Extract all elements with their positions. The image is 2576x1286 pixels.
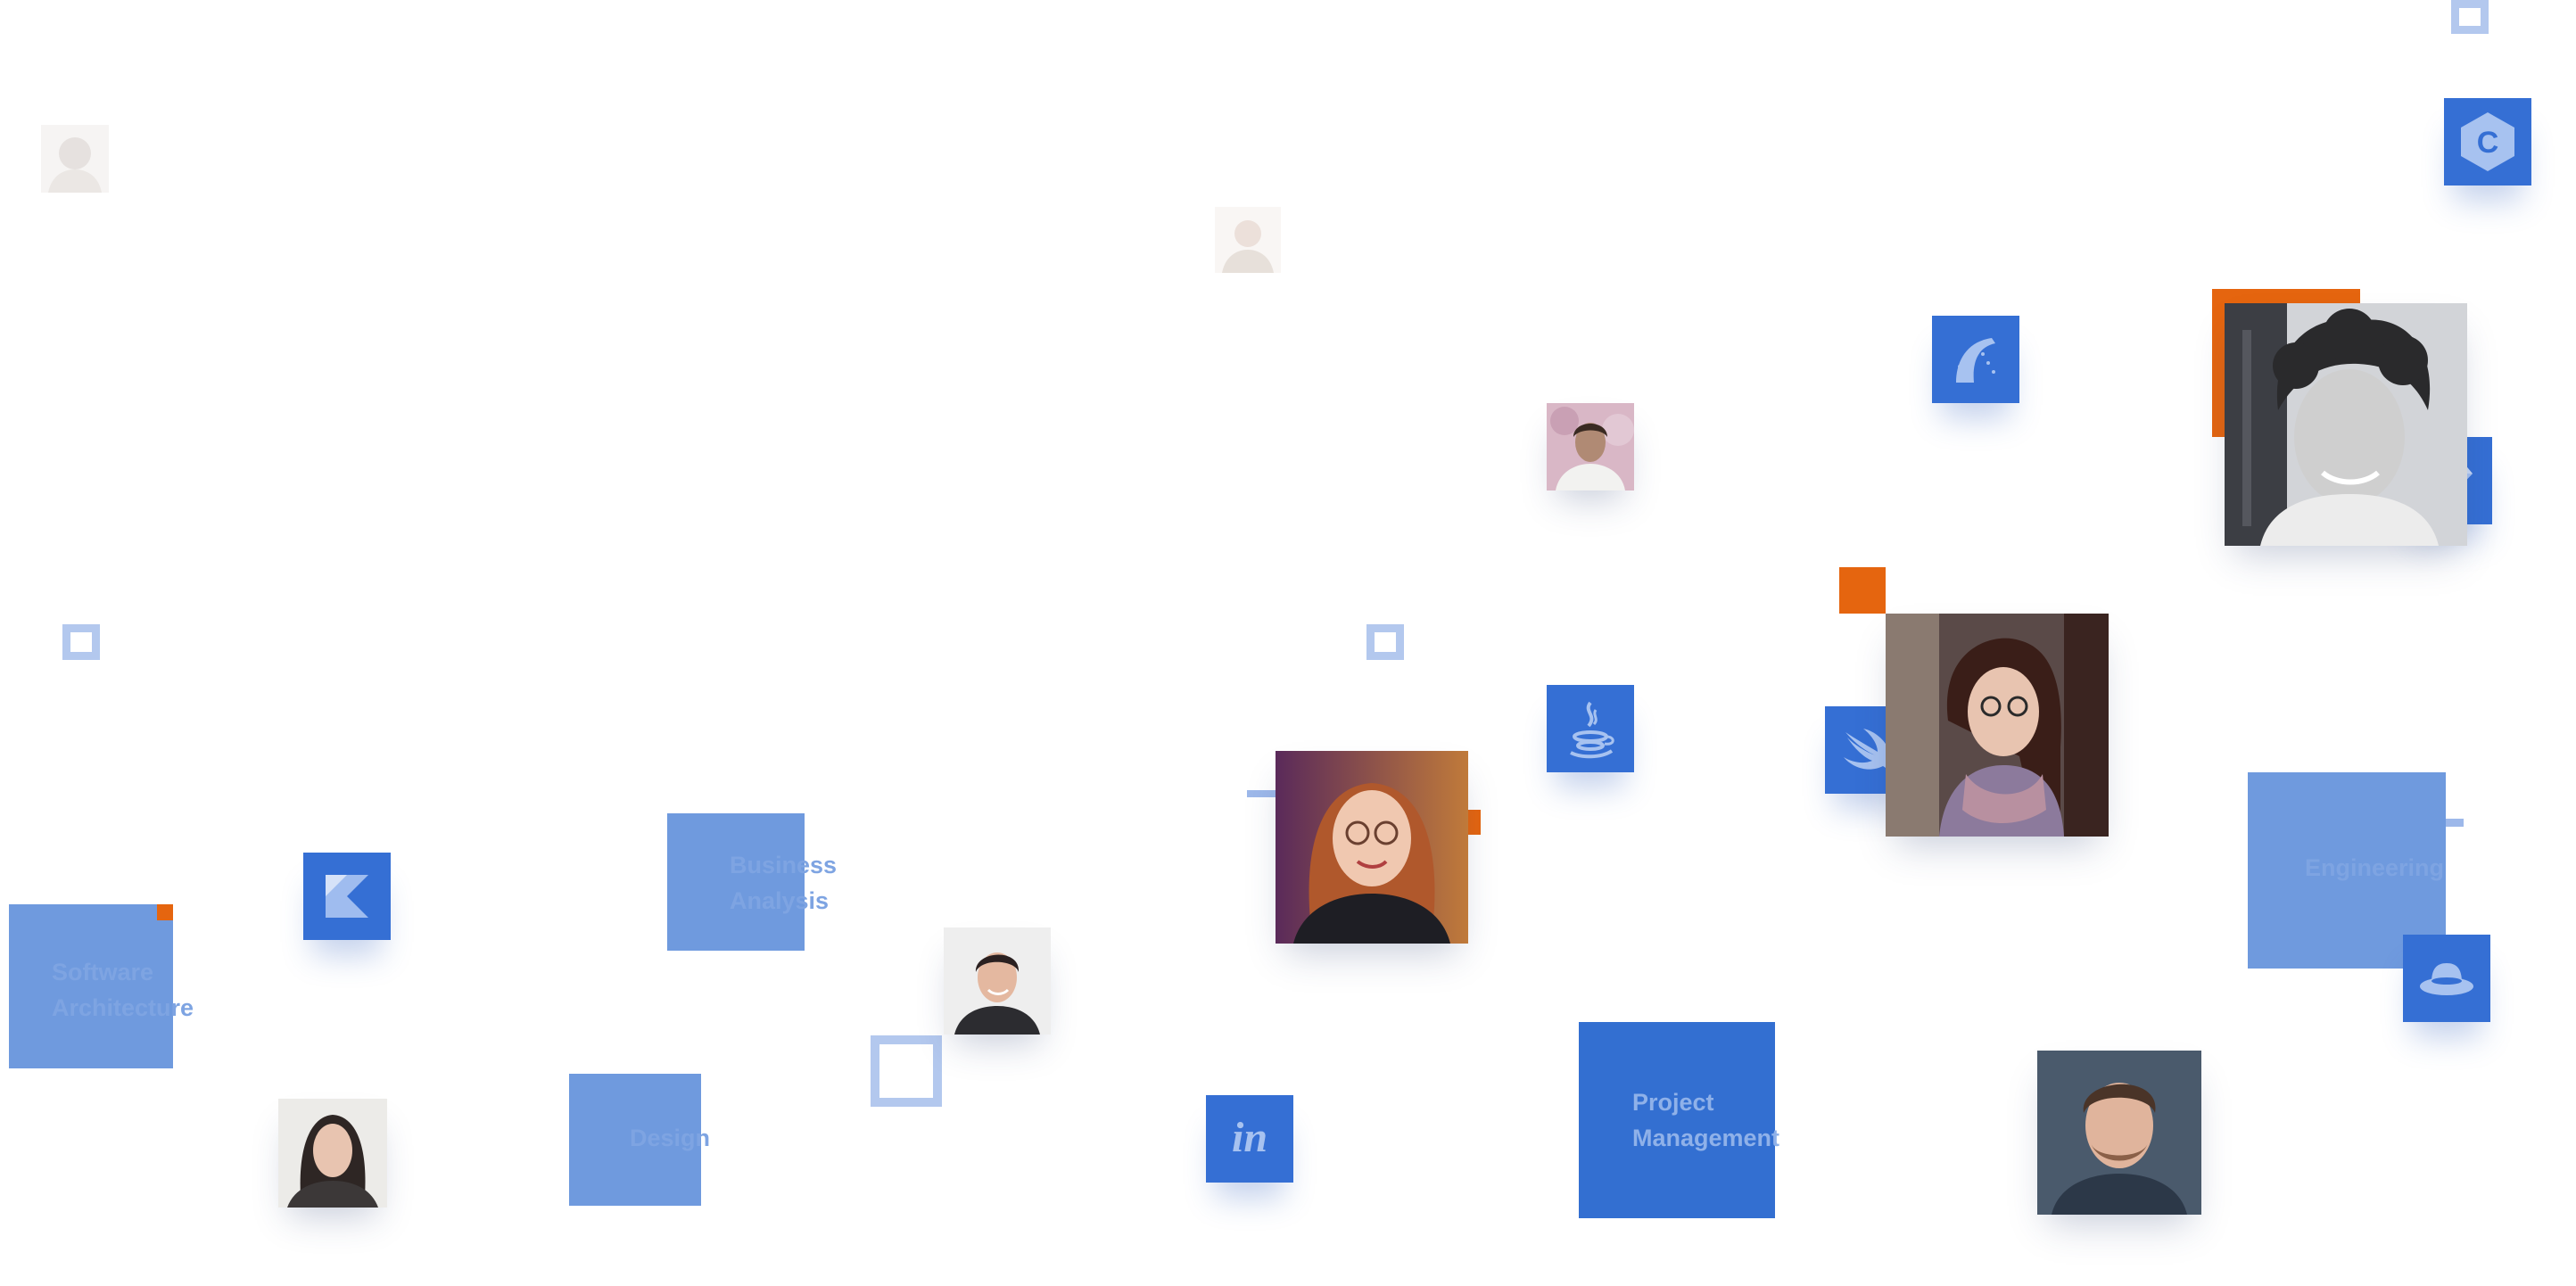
rails-icon: [1932, 316, 2019, 403]
avatar: [1547, 403, 1634, 490]
avatar: [2037, 1051, 2201, 1215]
tile-label-line: Engineering: [2305, 854, 2445, 881]
redhat-icon: [2403, 935, 2490, 1022]
orange-accent: [1839, 567, 1886, 614]
invision-icon: in: [1232, 1114, 1267, 1161]
avatar: [1547, 403, 1634, 490]
tile-label-line: Design: [630, 1125, 711, 1151]
tile-label-project-management: Project Management: [1632, 1084, 1779, 1156]
svg-text:in: in: [1232, 1114, 1267, 1161]
avatar: [278, 1099, 387, 1208]
java-icon: [1570, 701, 1614, 759]
tile-label-line: Architecture: [52, 994, 194, 1021]
tile-label-line: Analysis: [730, 887, 830, 914]
tile-project-management: [1579, 1022, 1775, 1218]
kotlin-icon: [326, 875, 368, 918]
rails-icon: [1956, 338, 1995, 383]
tile-software-architecture: [9, 904, 173, 1068]
avatar: [1886, 614, 2109, 837]
svg-text:C: C: [2477, 126, 2499, 160]
swift-icon: [1844, 729, 1894, 771]
invision-icon: in: [1206, 1095, 1293, 1183]
tile-label-business-analysis: Business Analysis: [730, 847, 837, 919]
redhat-icon: [2420, 963, 2473, 995]
tile-label-engineering: Engineering: [2305, 850, 2444, 886]
accent-bar: [1247, 790, 1277, 797]
avatar: [278, 1099, 387, 1208]
avatar: [1276, 751, 1468, 944]
tile-design: [569, 1074, 701, 1206]
outline-square: [62, 624, 100, 660]
avatar: [41, 125, 109, 193]
outline-square: [2451, 0, 2489, 34]
tile-label-design: Design: [630, 1120, 710, 1156]
java-icon: [1547, 685, 1634, 772]
orange-accent: [157, 904, 173, 920]
tile-label-line: Software: [52, 959, 154, 985]
avatar: [944, 927, 1051, 1035]
tile-label-line: Management: [1632, 1125, 1780, 1151]
avatar: [1215, 207, 1281, 273]
c-sharp-icon: C: [2461, 112, 2514, 171]
tile-label-line: Business: [730, 852, 838, 878]
outline-square: [1366, 624, 1404, 660]
tile-label-software-architecture: Software Architecture: [52, 954, 194, 1026]
c-sharp-icon: C: [2444, 98, 2531, 185]
tile-business-analysis: [667, 813, 805, 951]
avatar: [2225, 303, 2467, 546]
avatar: [2225, 303, 2467, 546]
avatar: [1276, 751, 1468, 944]
avatar: [1886, 614, 2109, 837]
outline-square: [871, 1035, 942, 1107]
avatar: [1215, 207, 1281, 273]
avatar: [41, 125, 109, 193]
tile-label-line: Project: [1632, 1089, 1714, 1116]
avatar: [944, 927, 1051, 1035]
avatar: [2037, 1051, 2201, 1215]
kotlin-icon: [303, 853, 391, 940]
